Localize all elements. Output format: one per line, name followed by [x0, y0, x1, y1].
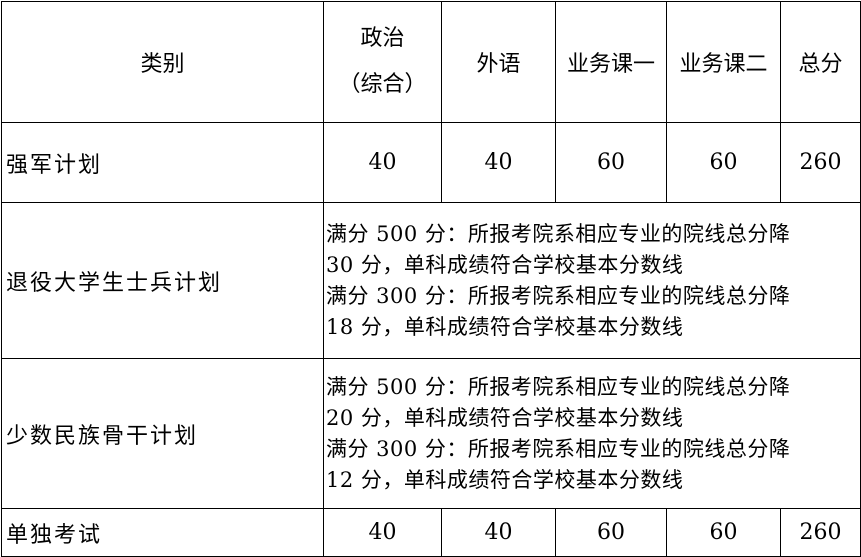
- header-politics-line2: （综合）: [338, 72, 427, 97]
- header-category: 类别: [1, 1, 324, 123]
- cell-politics: 40: [323, 508, 442, 557]
- header-politics: 政治 （综合）: [323, 1, 442, 123]
- table-row: 强军计划 40 40 60 60 260: [1, 122, 861, 203]
- note-line: 满分 300 分：所报考院系相应专业的院线总分降: [326, 283, 791, 308]
- header-foreign: 外语: [441, 1, 556, 123]
- header-course1: 业务课一: [555, 1, 667, 123]
- row-note: 满分 500 分：所报考院系相应专业的院线总分降 20 分，单科成绩符合学校基本…: [323, 358, 861, 509]
- header-politics-line1: 政治: [360, 26, 405, 51]
- note-line: 满分 300 分：所报考院系相应专业的院线总分降: [326, 436, 791, 461]
- cell-course1: 60: [555, 508, 667, 557]
- note-line: 18 分，单科成绩符合学校基本分数线: [326, 314, 684, 339]
- cell-foreign: 40: [441, 508, 556, 557]
- note-line: 30 分，单科成绩符合学校基本分数线: [326, 252, 684, 277]
- cell-course1: 60: [555, 122, 667, 203]
- table-row: 退役大学生士兵计划 满分 500 分：所报考院系相应专业的院线总分降 30 分，…: [1, 202, 861, 359]
- cell-politics: 40: [323, 122, 442, 203]
- row-name: 少数民族骨干计划: [1, 358, 324, 509]
- cell-course2: 60: [666, 508, 781, 557]
- row-name: 强军计划: [1, 122, 324, 203]
- row-name: 退役大学生士兵计划: [1, 202, 324, 359]
- table-row: 单独考试 40 40 60 60 260: [1, 508, 861, 557]
- header-course2: 业务课二: [666, 1, 781, 123]
- note-line: 12 分，单科成绩符合学校基本分数线: [326, 467, 684, 492]
- header-total: 总分: [780, 1, 861, 123]
- note-line: 20 分，单科成绩符合学校基本分数线: [326, 405, 684, 430]
- header-row: 类别 政治 （综合） 外语 业务课一 业务课二 总分: [1, 1, 861, 123]
- note-line: 满分 500 分：所报考院系相应专业的院线总分降: [326, 374, 791, 399]
- cell-course2: 60: [666, 122, 781, 203]
- cell-total: 260: [780, 508, 861, 557]
- cell-total: 260: [780, 122, 861, 203]
- row-name: 单独考试: [1, 508, 324, 557]
- row-note: 满分 500 分：所报考院系相应专业的院线总分降 30 分，单科成绩符合学校基本…: [323, 202, 861, 359]
- table-row: 少数民族骨干计划 满分 500 分：所报考院系相应专业的院线总分降 20 分，单…: [1, 358, 861, 509]
- cell-foreign: 40: [441, 122, 556, 203]
- note-line: 满分 500 分：所报考院系相应专业的院线总分降: [326, 221, 791, 246]
